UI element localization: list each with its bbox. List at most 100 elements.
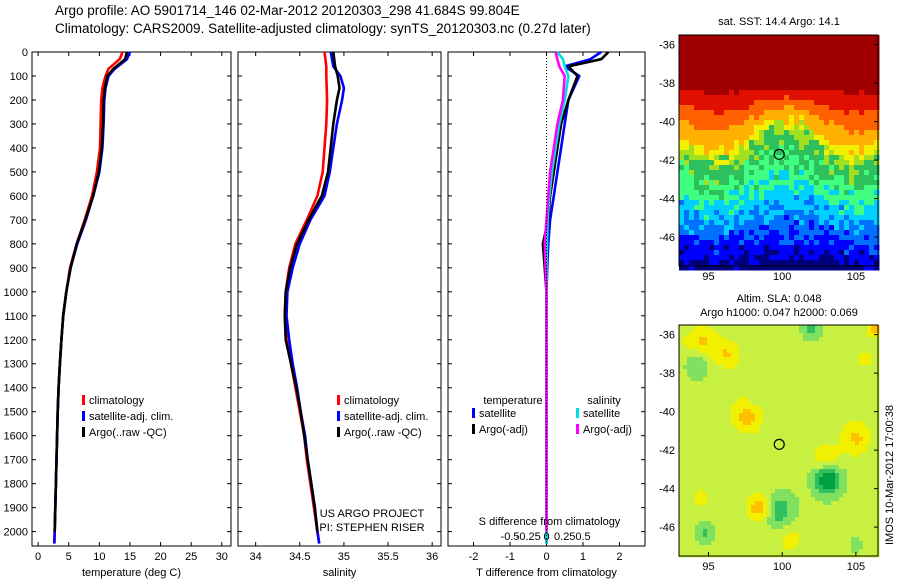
sla_map-cell [687,481,692,486]
sla_map-cell [683,357,688,362]
sla_map-cell [815,477,820,482]
sla_map-cell [699,429,704,434]
sla_map-cell [723,541,728,546]
sst_map-cells [679,35,880,271]
sla_map-cell [687,397,692,402]
sla_map-cell [703,357,708,362]
sst_map-cell [709,170,715,176]
sst_map-cell [814,60,820,66]
sla_map-cell [851,417,856,422]
sla_map-cell [799,405,804,410]
sst_map-cell [839,205,845,211]
sla_map-cell [747,457,752,462]
sla_map-cell [859,457,864,462]
sst_map-cell [779,135,785,141]
sla_map-cell [687,477,692,482]
sla_map-cell [811,369,816,374]
sla_map-cell [795,521,800,526]
sla_map-cell [835,513,840,518]
sla_map-cell [787,457,792,462]
sst_map-cell [859,205,865,211]
sla_map-cell [707,437,712,442]
sla_map-cell [795,325,800,330]
sst_map-cell [839,250,845,256]
sla_map-cell [715,333,720,338]
sla_map-cell [691,501,696,506]
sla_map-cell [839,517,844,522]
sla_map-cell [823,393,828,398]
sla_map-cell [859,369,864,374]
sst_map-cell [839,200,845,206]
sla_map-cell [719,345,724,350]
sst_map-cell [794,95,800,101]
sla_map-cell [767,485,772,490]
sst_map-cell [749,135,755,141]
sla_map-cell [827,549,832,554]
sst_map-cell [779,80,785,86]
sst_map-cell [829,120,835,126]
sst_map-cell [739,130,745,136]
sla_map-cell [831,385,836,390]
sst_map-cell [694,50,700,56]
sla_map-cell [835,465,840,470]
sla_map-cell [691,437,696,442]
sst_map-cell [754,265,760,271]
sla_map-cell [803,521,808,526]
sst_map-ytick-label: -38 [659,78,675,90]
sla_map-cell [703,505,708,510]
sla_map-cell [855,529,860,534]
sla_map-cell [731,457,736,462]
sla_map-cell [831,377,836,382]
sla_map-cell [763,493,768,498]
sla_map-cell [683,453,688,458]
sst_map-cell [824,165,830,171]
sla_map-cell [819,465,824,470]
sla_map-cell [791,405,796,410]
sla_map-cell [767,517,772,522]
sla_map-cell [703,425,708,430]
sst_map-cell [774,230,780,236]
sst_map-cell [734,35,740,41]
sla_map-cell [855,505,860,510]
sla_map-cell [747,541,752,546]
sst_map-cell [854,265,860,271]
sla_map-cell [823,325,828,330]
sla_map-cell [823,365,828,370]
sst_map-cell [779,115,785,121]
sla_map-cell [739,465,744,470]
sla_map-cell [791,357,796,362]
sla_map-cell [759,405,764,410]
sla_map-cell [779,377,784,382]
sla_map-cell [715,377,720,382]
sst_map-cell [749,40,755,46]
sla_map-cell [771,357,776,362]
sla_map-cell [815,397,820,402]
sst_map-cell [814,215,820,221]
sla_map-cell [699,377,704,382]
sst_map-cell [864,95,870,101]
sla_map-cell [835,389,840,394]
sla_map-cell [835,485,840,490]
sla_map-cell [875,357,880,362]
sst_map-cell [869,155,875,161]
sst_map-cell [749,125,755,131]
sla_map-cell [803,485,808,490]
sst_map-xtick-label: 100 [773,271,791,283]
sla_map-cell [783,477,788,482]
temperature-xlabel: temperature (deg C) [82,567,181,579]
sla_map-cell [699,385,704,390]
sla_map-cell [683,509,688,514]
sla_map-cell [867,417,872,422]
sst_map-cell [874,240,880,246]
sla_map-cell [747,501,752,506]
sst_map-cell [724,150,730,156]
sla_map-cell [747,425,752,430]
sla_map-cell [863,405,868,410]
sla_map-cell [747,465,752,470]
sla_map-cell [691,405,696,410]
sla_map-cell [703,453,708,458]
sla_map-cell [699,417,704,422]
sst_map-cell [829,180,835,186]
sla_map-cell [799,353,804,358]
sst_map-cell [689,235,695,241]
